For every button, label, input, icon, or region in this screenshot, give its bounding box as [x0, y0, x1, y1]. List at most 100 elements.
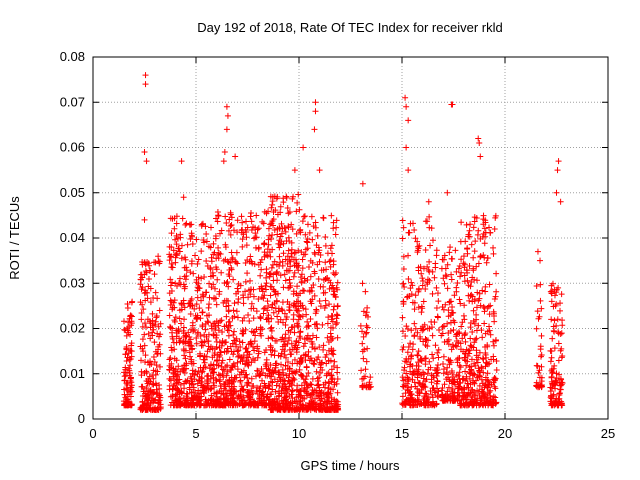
data-point: [197, 352, 204, 359]
data-point: [456, 362, 463, 369]
data-point: [253, 212, 260, 219]
data-point: [417, 400, 424, 407]
data-point: [449, 101, 456, 108]
data-point: [168, 260, 175, 267]
data-point: [181, 385, 188, 392]
data-point: [173, 232, 180, 239]
data-point: [460, 375, 467, 382]
data-point: [485, 303, 492, 310]
data-point: [207, 362, 214, 369]
data-point: [283, 372, 290, 379]
data-point: [359, 382, 366, 389]
data-point: [476, 349, 483, 356]
data-point: [458, 386, 465, 393]
data-point: [301, 288, 308, 295]
data-point: [408, 279, 415, 286]
data-point: [317, 361, 324, 368]
data-point: [150, 354, 157, 361]
data-point: [300, 251, 307, 258]
data-point: [277, 259, 284, 266]
data-point: [439, 392, 446, 399]
data-point: [183, 264, 190, 271]
data-point: [200, 383, 207, 390]
data-point: [360, 333, 367, 340]
data-point: [172, 236, 179, 243]
data-point: [467, 324, 474, 331]
data-point: [439, 256, 446, 263]
data-point: [487, 302, 494, 309]
data-point: [188, 375, 195, 382]
data-point: [173, 220, 180, 227]
data-point: [469, 329, 476, 336]
data-point: [332, 270, 339, 277]
data-point: [276, 253, 283, 260]
data-point: [265, 225, 272, 232]
data-point: [415, 348, 422, 355]
data-point: [551, 292, 558, 299]
grid-lines: [93, 57, 608, 419]
data-point: [319, 321, 326, 328]
data-point: [224, 279, 231, 286]
data-point: [320, 390, 327, 397]
data-point: [167, 354, 174, 361]
data-point: [486, 389, 493, 396]
data-point: [435, 354, 442, 361]
data-point: [421, 355, 428, 362]
data-point: [177, 234, 184, 241]
data-point: [243, 345, 250, 352]
data-point: [203, 289, 210, 296]
data-point: [229, 402, 236, 409]
data-point: [251, 235, 258, 242]
data-point: [460, 312, 467, 319]
data-point: [447, 244, 454, 251]
data-point: [537, 281, 544, 288]
data-point: [555, 158, 562, 165]
data-point: [268, 391, 275, 398]
data-point: [439, 397, 446, 404]
data-point: [240, 352, 247, 359]
data-point: [234, 285, 241, 292]
data-point: [493, 288, 500, 295]
data-point: [246, 388, 253, 395]
data-point: [180, 324, 187, 331]
data-point: [183, 360, 190, 367]
data-point: [457, 273, 464, 280]
data-point: [399, 393, 406, 400]
data-point: [299, 256, 306, 263]
data-point: [167, 297, 174, 304]
data-point: [193, 315, 200, 322]
data-point: [463, 267, 470, 274]
data-point: [223, 126, 230, 133]
data-point: [225, 283, 232, 290]
data-point: [193, 301, 200, 308]
data-point: [429, 351, 436, 358]
data-point: [125, 319, 132, 326]
data-point: [270, 369, 277, 376]
data-point: [141, 216, 148, 223]
data-point: [255, 350, 262, 357]
data-point: [123, 395, 130, 402]
data-point: [150, 375, 157, 382]
data-point: [359, 340, 366, 347]
data-point: [260, 240, 267, 247]
data-point: [194, 260, 201, 267]
data-point: [314, 261, 321, 268]
data-point: [188, 346, 195, 353]
data-point: [267, 270, 274, 277]
data-point: [215, 255, 222, 262]
data-point: [172, 384, 179, 391]
data-point: [151, 397, 158, 404]
data-point: [171, 225, 178, 232]
data-point: [414, 329, 421, 336]
data-point: [174, 391, 181, 398]
data-point: [294, 320, 301, 327]
data-point: [298, 372, 305, 379]
data-point: [548, 290, 555, 297]
data-point: [550, 393, 557, 400]
data-point: [399, 235, 406, 242]
data-point: [265, 302, 272, 309]
data-point: [190, 270, 197, 277]
data-point: [202, 396, 209, 403]
data-point: [127, 313, 134, 320]
data-point: [490, 356, 497, 363]
